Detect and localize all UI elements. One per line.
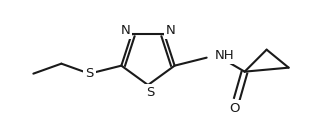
Text: O: O: [230, 102, 240, 115]
Text: N: N: [121, 24, 130, 37]
Text: NH: NH: [215, 49, 234, 62]
Text: N: N: [165, 24, 175, 37]
Text: S: S: [85, 67, 94, 80]
Text: S: S: [146, 86, 154, 98]
